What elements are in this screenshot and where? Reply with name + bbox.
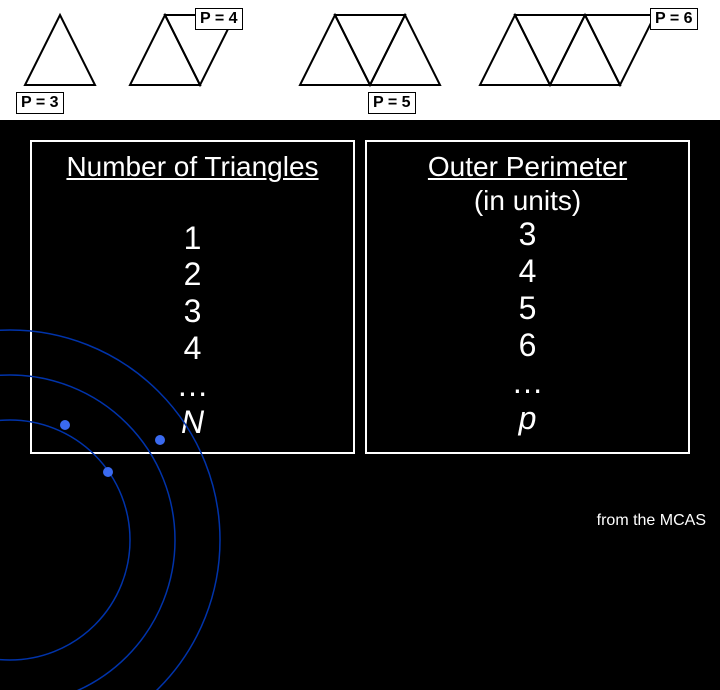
- right-table-header: Outer Perimeter: [367, 150, 688, 184]
- p-label-6: P = 6: [650, 8, 698, 30]
- p-label-3: P = 3: [16, 92, 64, 114]
- table-row-p: p: [367, 400, 688, 437]
- table-row: …: [32, 367, 353, 404]
- table-row: 3: [367, 216, 688, 253]
- p-label-5: P = 5: [368, 92, 416, 114]
- table-row: 4: [32, 330, 353, 367]
- footer-text: from the MCAS: [597, 512, 706, 530]
- left-table: Number of Triangles 1 2 3 4 … N: [30, 140, 355, 454]
- right-table-subheader: (in units): [367, 186, 688, 217]
- tables-area: Number of Triangles 1 2 3 4 … N Outer Pe…: [0, 120, 720, 454]
- table-row: 1: [32, 220, 353, 257]
- table-row-n: N: [32, 404, 353, 441]
- right-table: Outer Perimeter (in units) 3 4 5 6 … p: [365, 140, 690, 454]
- table-row: 5: [367, 290, 688, 327]
- table-row: …: [367, 364, 688, 401]
- left-table-header: Number of Triangles: [32, 150, 353, 184]
- table-row: 2: [32, 256, 353, 293]
- p-label-4: P = 4: [195, 8, 243, 30]
- triangle-group-1: [20, 10, 100, 90]
- triangle-group-3: [295, 10, 475, 90]
- table-row: 3: [32, 293, 353, 330]
- triangle-diagram: P = 3 P = 4 P = 5 P = 6: [0, 0, 720, 120]
- table-row: 4: [367, 253, 688, 290]
- table-row: 6: [367, 327, 688, 364]
